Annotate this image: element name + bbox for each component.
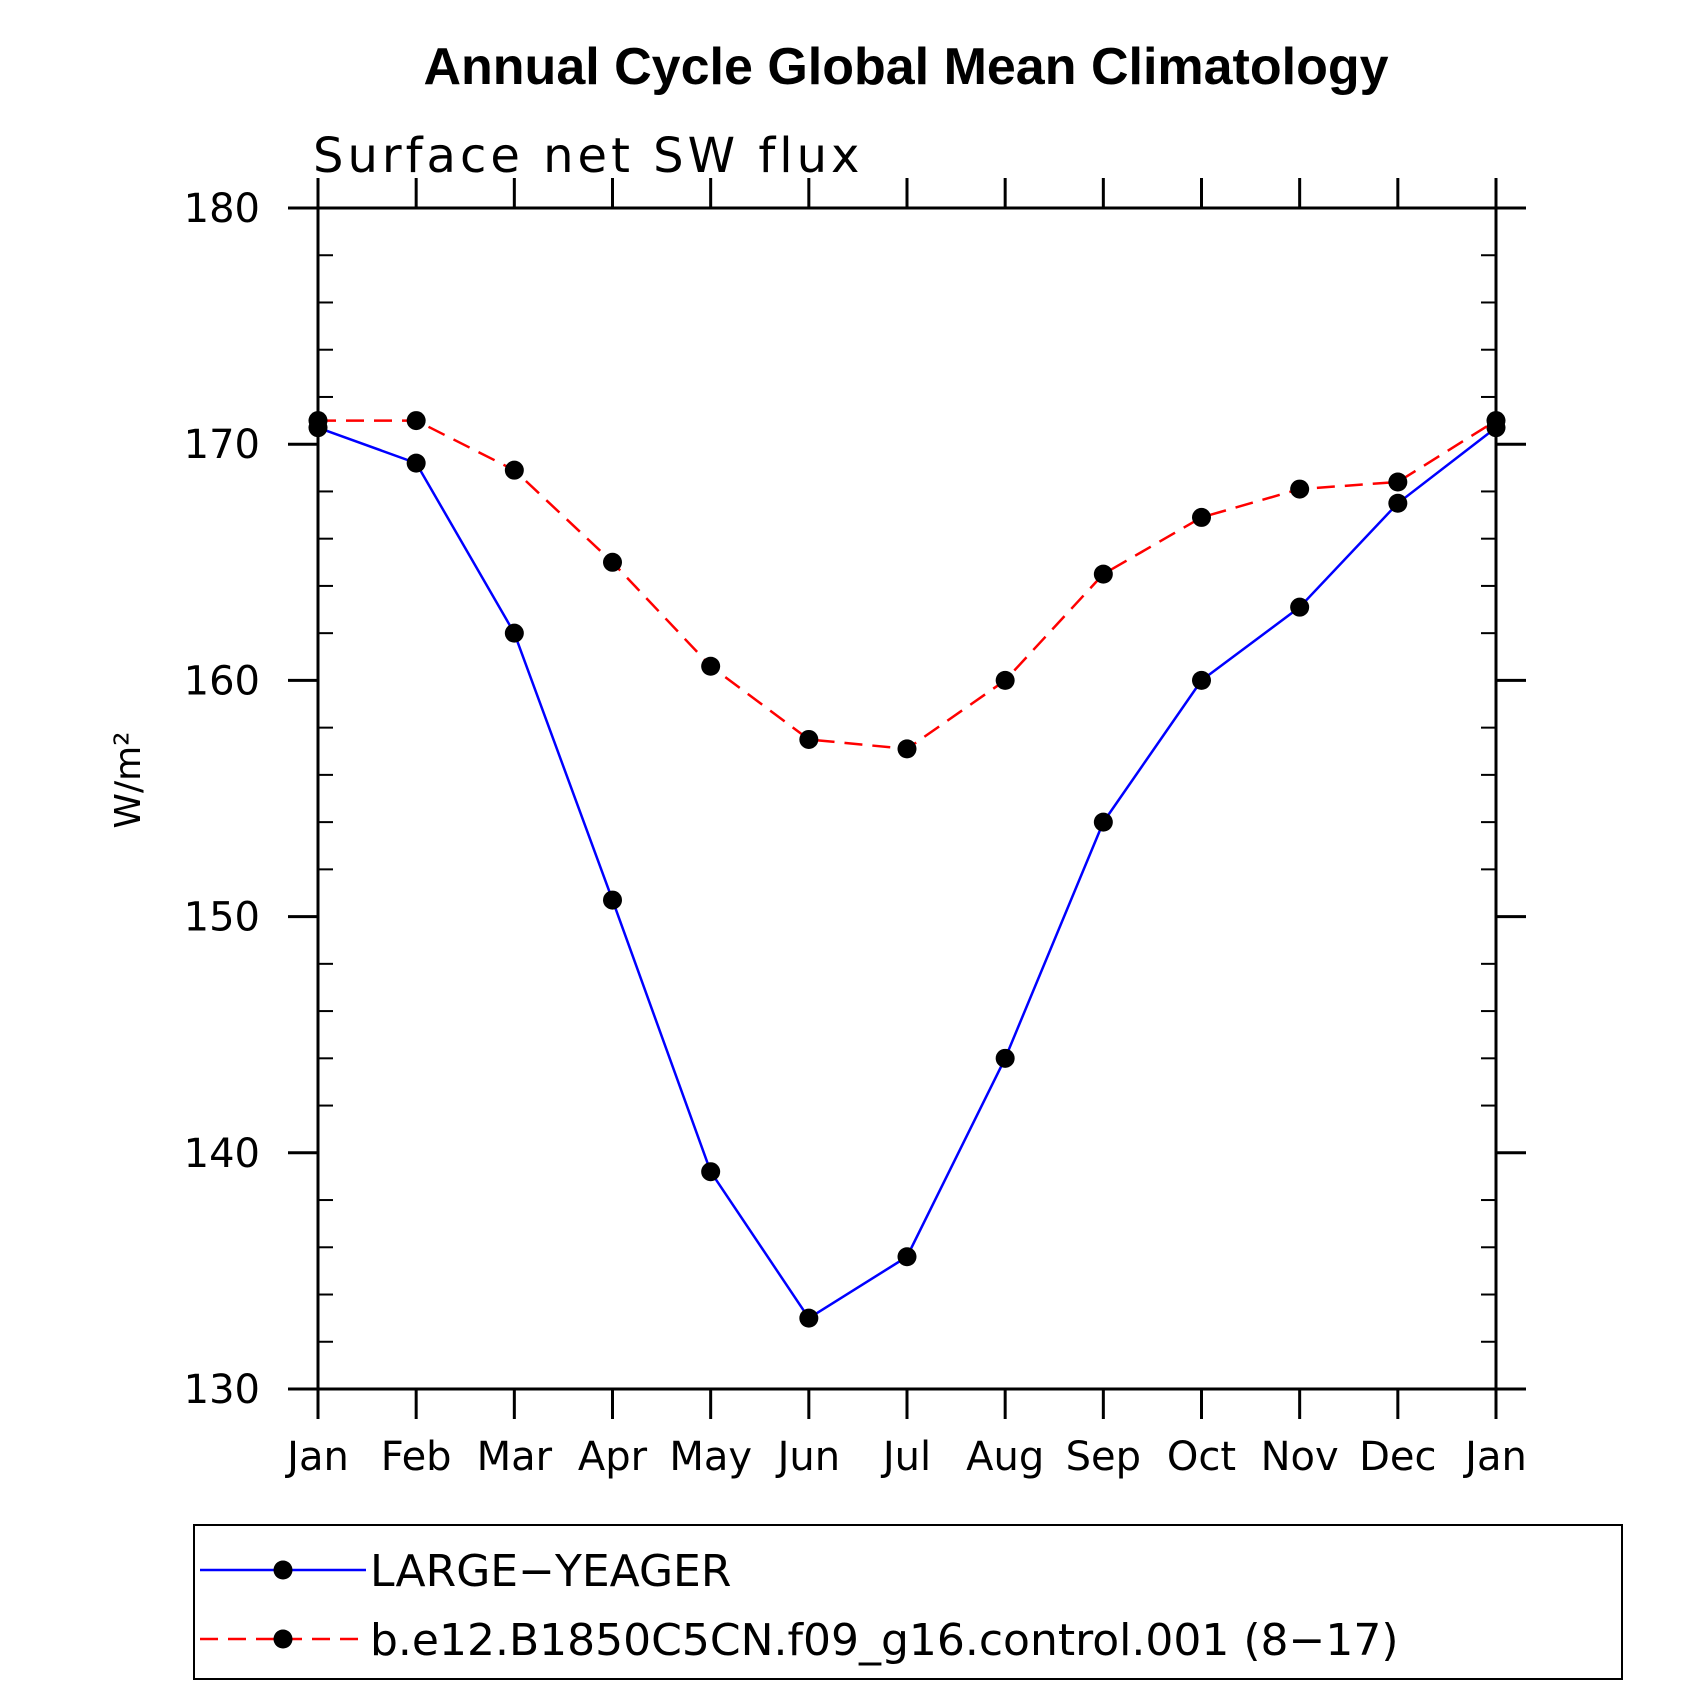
x-tick-label: Feb bbox=[381, 1434, 452, 1480]
x-tick-label: Dec bbox=[1359, 1434, 1436, 1480]
x-tick-label: Aug bbox=[966, 1434, 1044, 1480]
y-axis-label: W/m² bbox=[108, 731, 149, 828]
data-point bbox=[799, 1308, 819, 1328]
x-tick-labels: Jan Feb Mar Apr May Jun Jul Aug Sep Oct Nov Dec Jan bbox=[284, 1434, 1527, 1480]
plot-frame bbox=[316, 206, 1498, 1391]
data-point bbox=[603, 552, 622, 572]
data-point bbox=[1388, 472, 1408, 492]
data-point bbox=[1388, 493, 1408, 513]
y-tick-labels: 130 140 150 160 170 180 bbox=[184, 186, 260, 1413]
legend-marker bbox=[273, 1560, 293, 1580]
data-point bbox=[1290, 479, 1310, 499]
data-point bbox=[1192, 670, 1211, 690]
series-line bbox=[317, 426, 1497, 1320]
legend-label: b.e12.B1850C5CN.f09_g16.control.001 (8−1… bbox=[370, 1615, 1399, 1666]
x-tick-label: Apr bbox=[578, 1434, 648, 1480]
legend-entry-2: b.e12.B1850C5CN.f09_g16.control.001 (8−1… bbox=[200, 1615, 1399, 1666]
data-point bbox=[406, 453, 426, 473]
x-tick-label: Nov bbox=[1261, 1434, 1339, 1480]
x-tick-label: May bbox=[669, 1434, 752, 1480]
chart-title: Annual Cycle Global Mean Climatology bbox=[423, 38, 1388, 96]
x-tick-label: Sep bbox=[1066, 1434, 1141, 1480]
data-point bbox=[504, 623, 524, 643]
data-point bbox=[701, 1162, 721, 1182]
data-point bbox=[406, 411, 426, 431]
y-tick-label: 180 bbox=[184, 186, 260, 232]
data-point bbox=[603, 890, 622, 910]
y-tick-label: 160 bbox=[184, 658, 260, 704]
x-tick-label: Jun bbox=[775, 1434, 841, 1480]
legend-entry-1: LARGE−YEAGER bbox=[200, 1546, 731, 1597]
x-tick-label: Mar bbox=[477, 1434, 553, 1480]
series-layer bbox=[308, 411, 1506, 1328]
data-point bbox=[897, 1247, 917, 1267]
data-point bbox=[701, 656, 721, 676]
legend-marker bbox=[273, 1629, 293, 1649]
data-point bbox=[799, 729, 819, 749]
x-tick-label: Jul bbox=[880, 1434, 931, 1480]
y-tick-label: 130 bbox=[184, 1367, 260, 1413]
y-tick-label: 170 bbox=[184, 422, 260, 468]
x-tick-label: Jan bbox=[1462, 1434, 1527, 1480]
data-point bbox=[1192, 507, 1211, 527]
data-point bbox=[897, 739, 917, 759]
data-point bbox=[504, 460, 524, 480]
data-point bbox=[308, 411, 328, 431]
legend-box bbox=[193, 1524, 1623, 1680]
data-point bbox=[1093, 564, 1113, 584]
data-point bbox=[1290, 597, 1310, 617]
data-point bbox=[995, 670, 1015, 690]
data-point bbox=[1486, 411, 1506, 431]
data-point bbox=[1093, 812, 1113, 832]
y-tick-label: 140 bbox=[184, 1131, 260, 1177]
series-2 bbox=[308, 411, 1506, 759]
legend: LARGE−YEAGER b.e12.B1850C5CN.f09_g16.cont… bbox=[193, 1524, 1623, 1680]
x-tick-label: Jan bbox=[284, 1434, 349, 1480]
legend-label: LARGE−YEAGER bbox=[370, 1546, 731, 1597]
series-1 bbox=[308, 418, 1506, 1328]
data-point bbox=[995, 1048, 1015, 1068]
y-tick-label: 150 bbox=[184, 895, 260, 941]
chart-subtitle: Surface net SW flux bbox=[313, 128, 863, 184]
x-tick-label: Oct bbox=[1167, 1434, 1236, 1480]
axis-ticks bbox=[288, 178, 1526, 1419]
